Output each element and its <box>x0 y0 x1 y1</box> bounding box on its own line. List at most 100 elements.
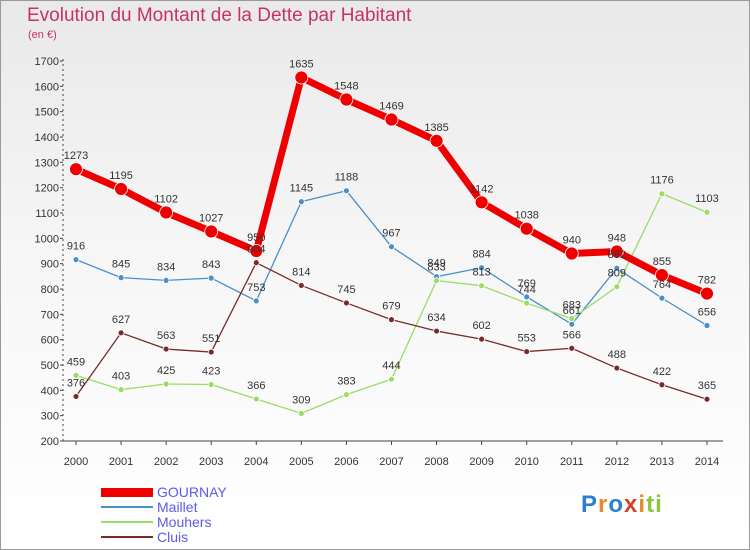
data-point <box>568 344 576 352</box>
x-tick-label: 2013 <box>650 456 674 468</box>
legend-swatch <box>101 536 153 538</box>
series-mouhers <box>72 190 711 417</box>
data-point <box>297 409 305 417</box>
data-point <box>69 162 83 177</box>
data-point <box>478 282 486 290</box>
data-label: 553 <box>518 333 536 345</box>
axes: 200 300 400 500 600 700 800 900 1000 1100 1200 1300… <box>35 56 723 468</box>
data-label: 813 <box>472 267 490 279</box>
data-point <box>343 187 350 195</box>
data-label: 1102 <box>154 193 178 205</box>
legend-label: Cluis <box>157 529 189 545</box>
data-label: 753 <box>247 282 265 294</box>
legend-label: Mouhers <box>157 514 212 530</box>
data-label: 814 <box>292 266 310 278</box>
data-point <box>568 320 576 328</box>
chart-title: Evolution du Montant de la Dette par Hab… <box>27 5 412 26</box>
data-point <box>474 195 489 210</box>
y-tick-label: 800 <box>41 284 59 296</box>
x-tick-label: 2003 <box>199 456 223 468</box>
data-label: 683 <box>563 300 581 312</box>
data-point <box>700 286 714 301</box>
data-label: 1635 <box>289 58 313 70</box>
y-tick-label: 1300 <box>35 157 59 169</box>
data-label: 309 <box>292 394 310 406</box>
data-label: 745 <box>337 284 355 296</box>
y-tick-label: 1600 <box>35 81 59 93</box>
data-label: 843 <box>202 259 220 271</box>
logo-letter: P <box>581 491 599 518</box>
data-point <box>388 316 395 324</box>
data-label: 967 <box>382 228 400 240</box>
data-label: 459 <box>67 356 85 368</box>
data-point <box>343 299 350 307</box>
logo-letter: r <box>598 491 609 518</box>
data-point <box>433 277 440 285</box>
data-label: 656 <box>698 306 716 318</box>
y-tick-label: 500 <box>41 360 59 372</box>
data-label: 566 <box>563 329 581 341</box>
y-tick-label: 1700 <box>35 56 59 68</box>
data-label: 1038 <box>514 210 538 222</box>
x-tick-label: 2005 <box>289 456 313 468</box>
logo-letter: i <box>638 491 647 518</box>
y-tick-label: 1100 <box>35 208 59 220</box>
data-point <box>72 256 80 264</box>
data-label: 661 <box>563 305 581 317</box>
data-label: 444 <box>382 360 400 372</box>
x-tick-label: 2004 <box>244 456 268 468</box>
data-point <box>655 268 669 282</box>
data-point <box>613 283 621 291</box>
logo-letter: x <box>624 491 639 518</box>
data-point <box>252 395 260 403</box>
data-point <box>252 259 260 267</box>
series-maillet <box>72 187 711 329</box>
data-point <box>72 393 80 400</box>
data-label: 403 <box>112 371 130 383</box>
data-point <box>658 294 666 302</box>
data-label: 366 <box>247 380 265 392</box>
x-tick-label: 2014 <box>695 456 719 468</box>
data-point <box>252 297 260 305</box>
data-label: 627 <box>112 314 130 326</box>
data-point <box>703 208 711 216</box>
data-label: 855 <box>653 256 671 268</box>
data-label: 849 <box>427 258 445 270</box>
data-point <box>703 395 711 403</box>
x-tick-label: 2006 <box>334 456 358 468</box>
legend-swatch <box>101 506 153 508</box>
data-label: 904 <box>247 244 265 256</box>
data-point <box>162 276 170 284</box>
data-label: 1145 <box>290 183 314 195</box>
legend-swatch <box>101 487 153 497</box>
data-point <box>388 243 395 251</box>
data-label: 376 <box>67 377 85 389</box>
data-point <box>207 348 215 356</box>
data-label: 383 <box>337 376 355 388</box>
data-point <box>343 391 350 399</box>
data-label: 423 <box>202 366 220 378</box>
data-point <box>384 112 399 127</box>
data-point <box>114 182 128 196</box>
legend-label: Maillet <box>157 499 198 515</box>
data-label: 634 <box>427 312 445 324</box>
data-label: 744 <box>518 284 536 296</box>
x-tick-label: 2008 <box>424 456 448 468</box>
data-label: 422 <box>653 366 671 378</box>
data-label: 1195 <box>109 170 133 182</box>
data-label: 884 <box>472 249 490 261</box>
y-tick-label: 600 <box>41 335 59 347</box>
data-point <box>564 246 579 261</box>
logo-letter: o <box>608 491 625 518</box>
data-label: 833 <box>427 262 445 274</box>
series-layer <box>69 70 714 417</box>
x-tick-label: 2011 <box>560 456 584 468</box>
data-label: 425 <box>157 365 175 377</box>
data-label: 834 <box>157 261 175 273</box>
x-tick-label: 2010 <box>514 456 538 468</box>
legend-swatch <box>101 521 153 523</box>
legend-label: GOURNAY <box>157 484 227 500</box>
data-point <box>162 380 170 388</box>
